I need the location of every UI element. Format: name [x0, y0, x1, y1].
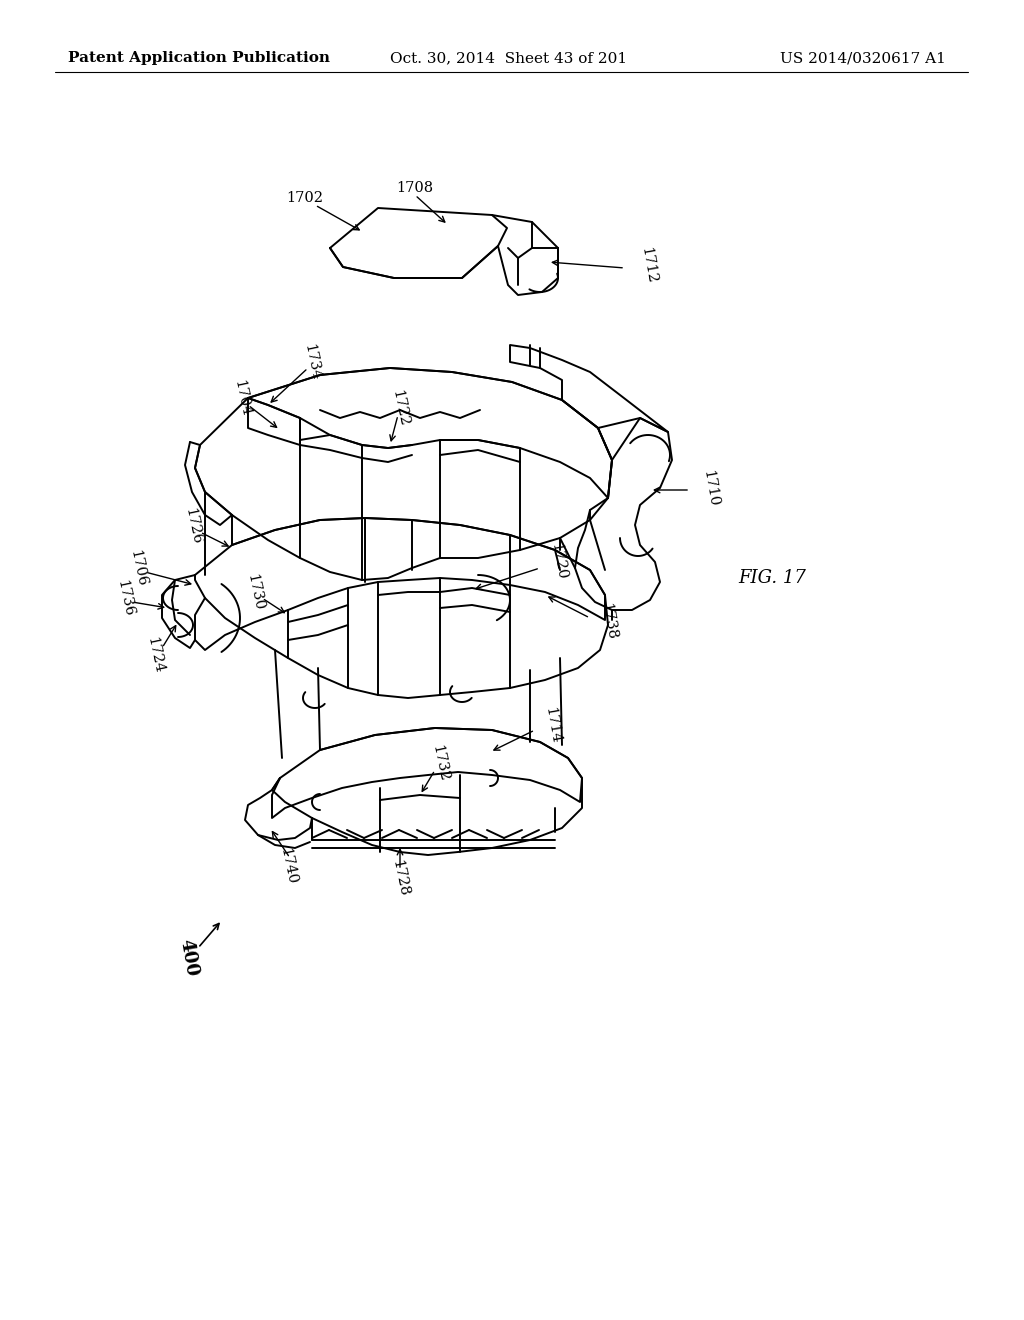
Text: Patent Application Publication: Patent Application Publication	[68, 51, 330, 65]
Text: 1736: 1736	[115, 578, 136, 618]
Text: US 2014/0320617 A1: US 2014/0320617 A1	[780, 51, 946, 65]
Text: 1712: 1712	[638, 246, 658, 284]
Text: 1704: 1704	[231, 379, 253, 417]
Text: 1722: 1722	[389, 388, 411, 428]
Text: 1730: 1730	[245, 573, 265, 611]
Text: 1734: 1734	[301, 342, 323, 381]
Text: 400: 400	[176, 937, 200, 978]
Text: 1724: 1724	[144, 635, 166, 675]
Text: 1708: 1708	[396, 181, 433, 195]
Text: 1714: 1714	[542, 706, 562, 744]
Text: 1720: 1720	[548, 543, 568, 581]
Text: FIG. 17: FIG. 17	[738, 569, 806, 587]
Text: 1706: 1706	[127, 548, 148, 587]
Text: 1732: 1732	[429, 743, 451, 783]
Text: 1710: 1710	[700, 469, 720, 507]
Text: Oct. 30, 2014  Sheet 43 of 201: Oct. 30, 2014 Sheet 43 of 201	[390, 51, 627, 65]
Text: 1738: 1738	[598, 602, 618, 642]
Text: 1728: 1728	[389, 858, 411, 898]
Text: 1740: 1740	[278, 846, 299, 886]
Text: 1726: 1726	[182, 507, 204, 545]
Text: 1702: 1702	[287, 191, 324, 205]
